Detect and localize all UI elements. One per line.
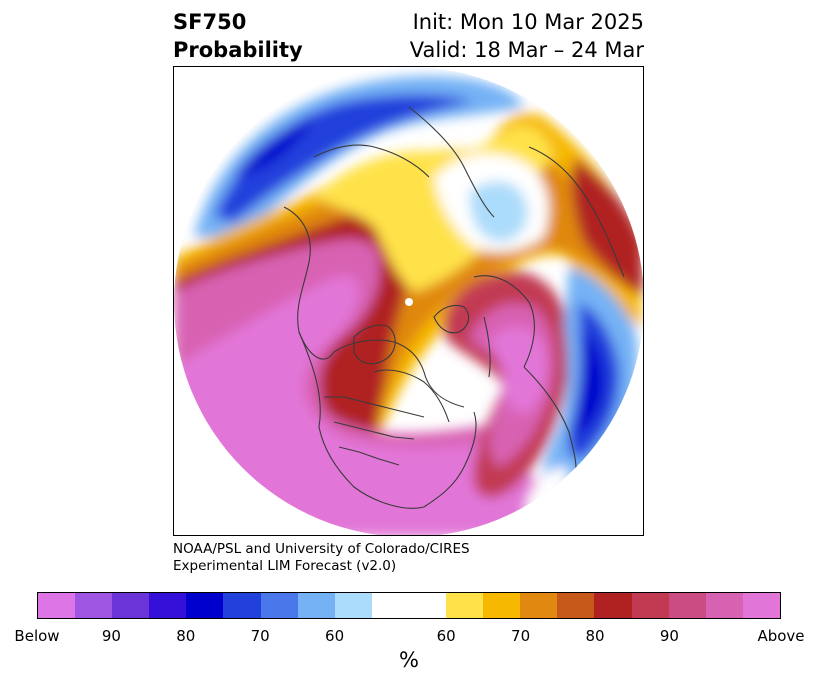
colorbar-cell — [742, 593, 780, 618]
colorbar-cell — [186, 593, 224, 618]
colorbar-cell — [705, 593, 743, 618]
colorbar-tick-label: 90 — [101, 627, 121, 645]
title-block: SF750 Probability — [173, 8, 303, 64]
init-date-label: Init: Mon 10 Mar 2025 — [412, 10, 644, 34]
credit-line-2: Experimental LIM Forecast (v2.0) — [173, 558, 397, 574]
region-red-middle-east — [572, 157, 643, 297]
map-frame — [173, 66, 644, 536]
colorbar-cell — [594, 593, 632, 618]
credit-line-1: NOAA/PSL and University of Colorado/CIRE… — [173, 541, 470, 557]
colorbar-cell — [668, 593, 706, 618]
colorbar-tick-label: 80 — [176, 627, 196, 645]
colorbar-cell — [446, 593, 484, 618]
colorbar-cell — [334, 593, 372, 618]
colorbar-cell — [631, 593, 669, 618]
map-globe — [174, 67, 643, 535]
colorbar-cell — [223, 593, 261, 618]
region-blue-north-pacific — [194, 76, 524, 237]
colorbar-tick-label: 70 — [250, 627, 270, 645]
map-subtitle: Probability — [173, 38, 303, 62]
colorbar-tick-label: 70 — [511, 627, 531, 645]
colorbar-cell — [149, 593, 187, 618]
probability-map — [174, 67, 643, 535]
credit-text: NOAA/PSL and University of Colorado/CIRE… — [173, 541, 470, 575]
colorbar-cell — [557, 593, 595, 618]
coastlines — [283, 96, 625, 509]
colorbar-cell — [260, 593, 298, 618]
pole-marker — [405, 298, 413, 306]
colorbar-cell — [38, 593, 76, 618]
colorbar-units-label: % — [399, 648, 419, 672]
colorbar-tick-label: Below — [14, 627, 60, 645]
date-block: Init: Mon 10 Mar 2025 Valid: 18 Mar – 24… — [410, 8, 644, 64]
colorbar-cell — [483, 593, 521, 618]
colorbar-cell — [297, 593, 335, 618]
colorbar-tick-label: 60 — [436, 627, 456, 645]
colorbar-cell — [112, 593, 150, 618]
colorbar-cell — [371, 593, 447, 618]
valid-date-label: Valid: 18 Mar – 24 Mar — [409, 38, 644, 62]
colorbar-cell — [520, 593, 558, 618]
colorbar — [37, 592, 781, 619]
region-light-blue-siberia — [469, 181, 528, 242]
colorbar-tick-label: 90 — [659, 627, 679, 645]
colorbar-tick-label: 60 — [325, 627, 345, 645]
colorbar-tick-label: Above — [757, 627, 805, 645]
colorbar-tick-label: 80 — [585, 627, 605, 645]
colorbar-cell — [75, 593, 113, 618]
map-title: SF750 — [173, 10, 247, 34]
